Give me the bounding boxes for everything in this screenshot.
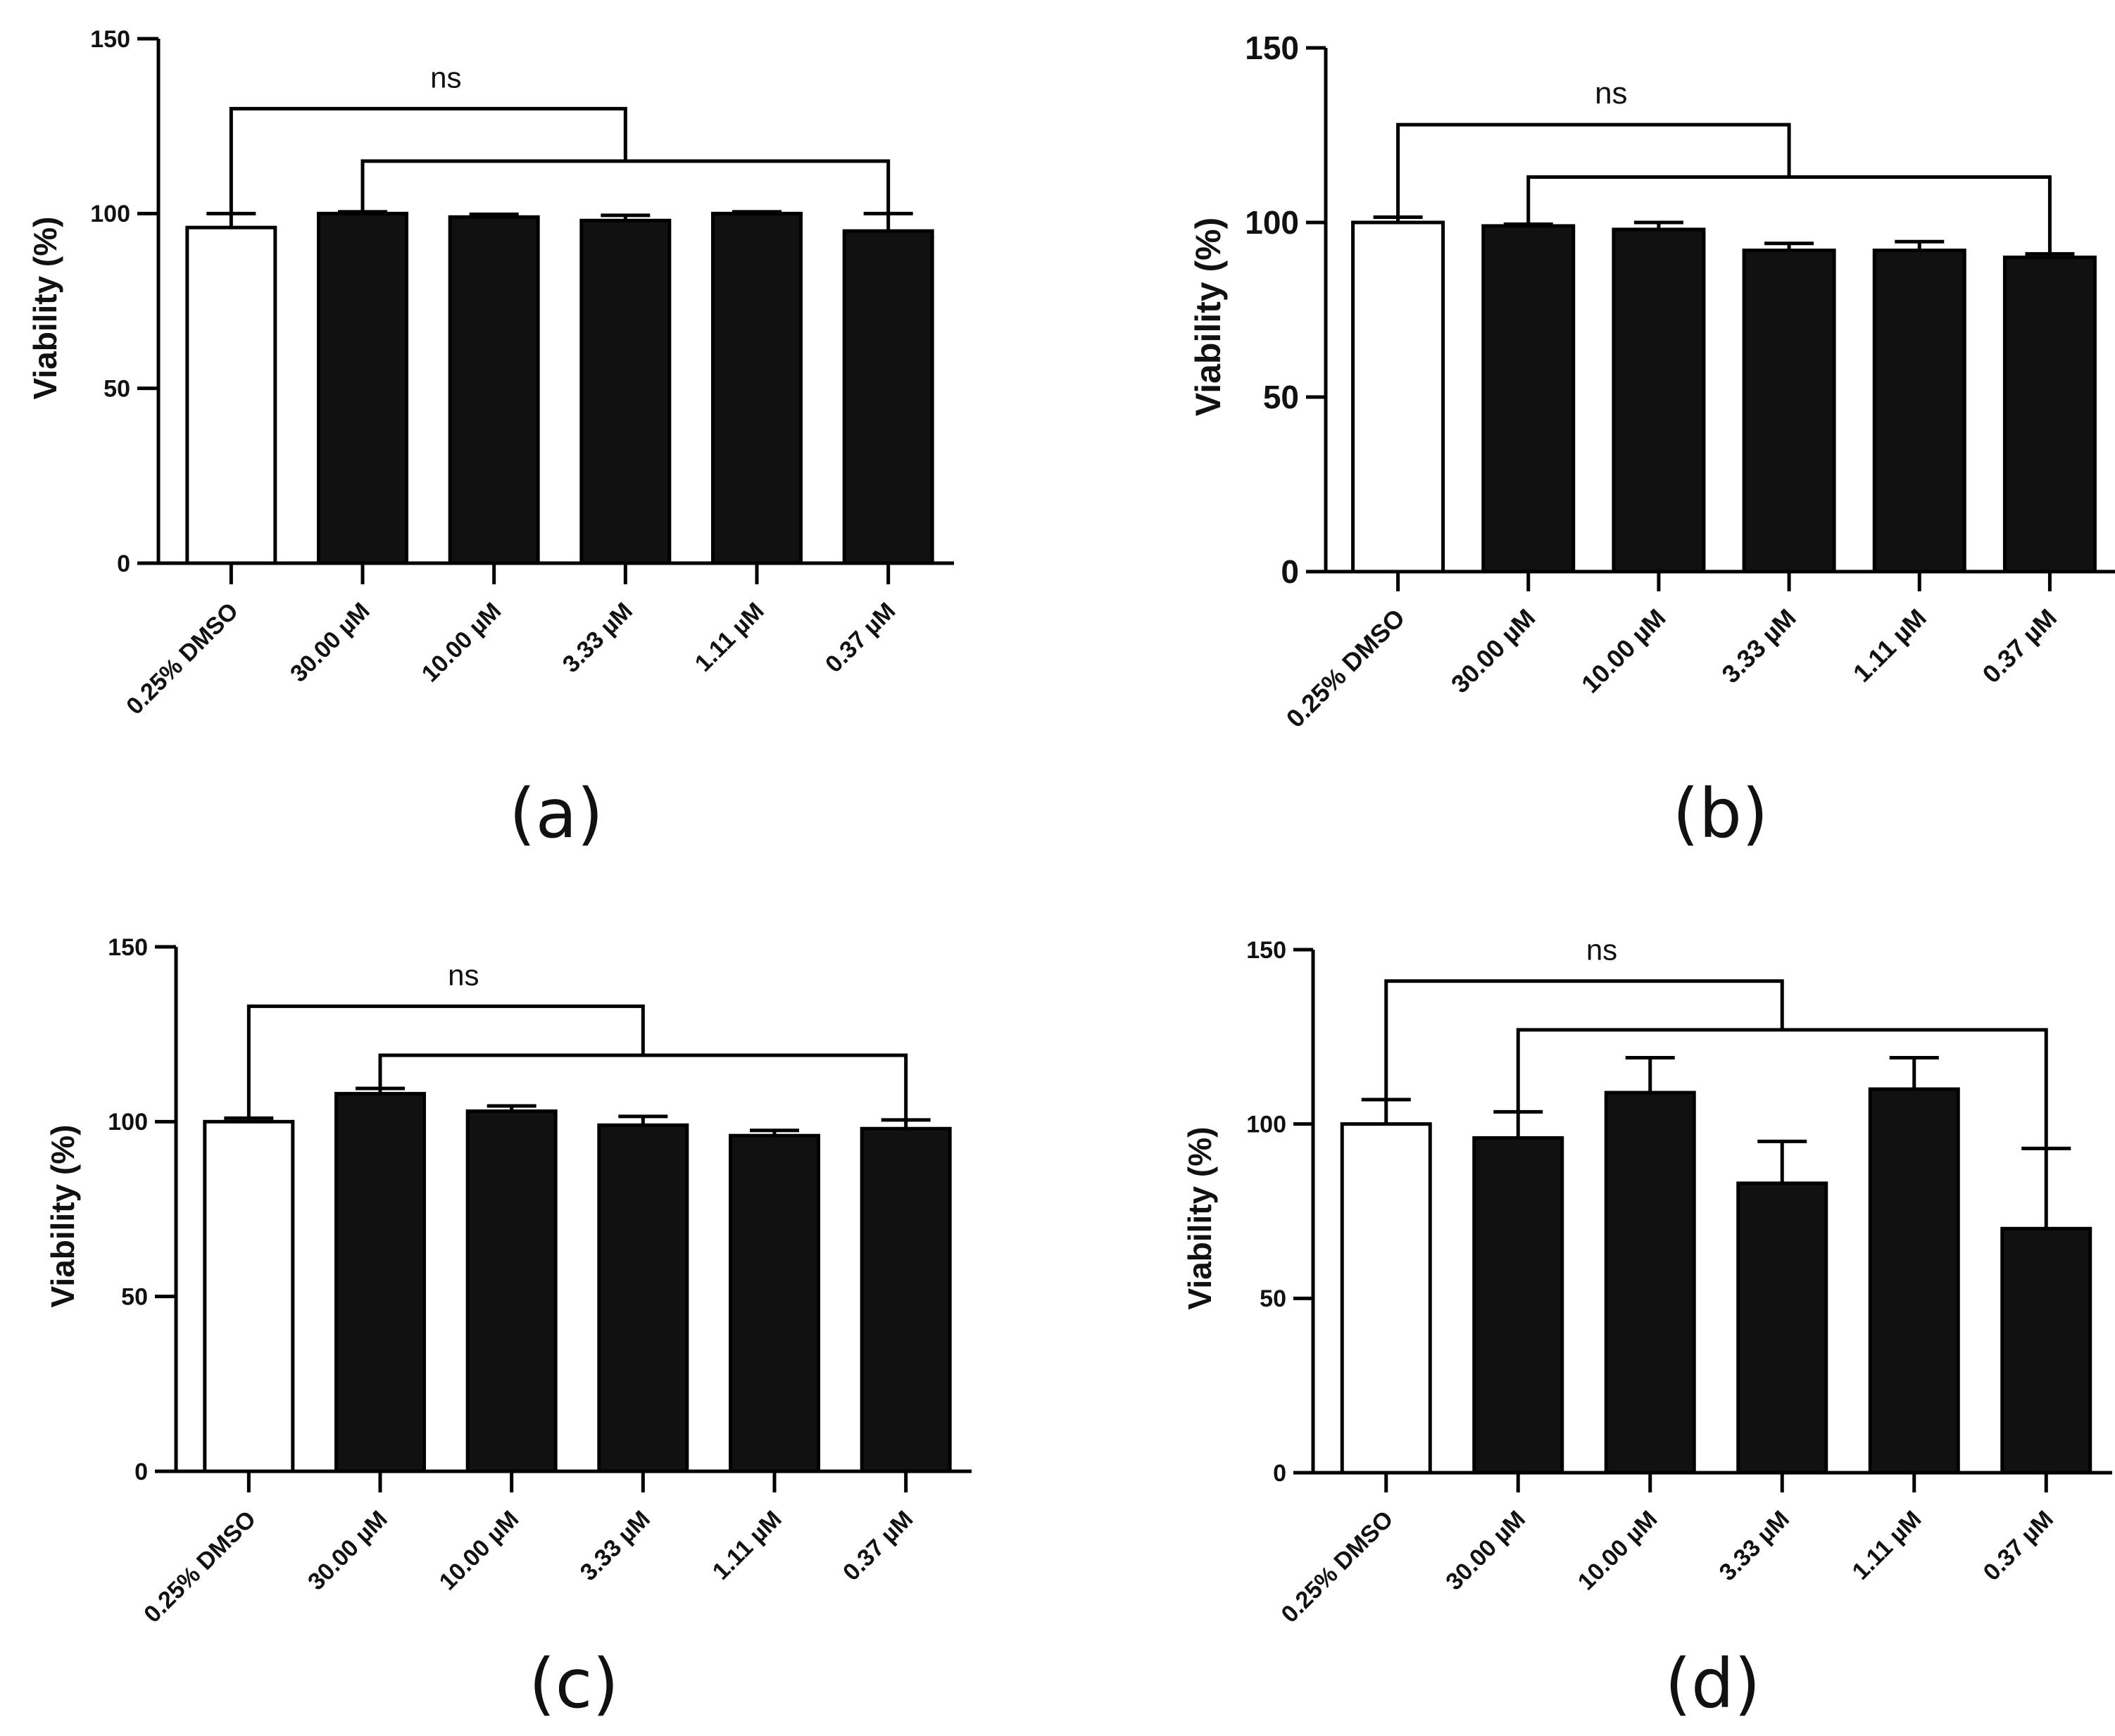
chart-panel-c: 0 50 100 150 Viability (%) 0.25% DMSO 30.00 µM… [0, 887, 1021, 1736]
significance-bracket-outer [229, 106, 627, 214]
x-tick-label: 10.00 µM [417, 598, 507, 688]
x-tick-label: 1.11 µM [1847, 603, 1932, 688]
panel-label-a: (a) [509, 774, 603, 853]
significance-bracket-outer [1396, 122, 1791, 218]
significance-label: ns [448, 958, 479, 991]
bar [2002, 256, 2097, 574]
significance-label: ns [430, 61, 461, 94]
x-tick-label: 30.00 µM [303, 1506, 393, 1596]
x-tick-label: 10.00 µM [1576, 603, 1671, 699]
bar [1736, 1181, 1828, 1475]
panel-label-d: (d) [1664, 1644, 1761, 1723]
x-tick-label: 3.33 µM [575, 1506, 655, 1586]
bar-chart-b: 0 50 100 150 Viability (%) 0.25% DMSO 30.00 µM… [1188, 30, 2115, 733]
y-tick-label: 0 [134, 1459, 148, 1485]
significance-bracket-inner [1526, 175, 2052, 254]
significance-bracket-inner [1516, 1028, 2048, 1149]
y-tick-label: 50 [121, 1284, 148, 1311]
plot-group: 0 50 100 150 Viability (%) 0.25% DMSO 30.00 µM… [44, 934, 972, 1628]
bar [1351, 220, 1445, 574]
x-tick-label: 0.37 µM [1978, 1506, 2059, 1586]
y-tick-label: 150 [90, 26, 130, 53]
x-tick-label: 30.00 µM [1445, 603, 1541, 699]
bar [597, 1123, 689, 1473]
bar [711, 211, 803, 565]
chart-panel-b: 0 50 100 150 Viability (%) 0.25% DMSO 30.00 µM… [1056, 0, 2115, 866]
plot-group: 0 50 100 150 Viability (%) 0.25% DMSO 30.00 µM… [27, 26, 954, 720]
chart-panel-d: 0 50 100 150 Viability (%) 0.25% DMSO 30.00 µM… [1056, 887, 2115, 1736]
y-tick-label: 150 [108, 934, 148, 961]
bar-chart-c: 0 50 100 150 Viability (%) 0.25% DMSO 30.00 µM… [44, 934, 972, 1628]
significance-bracket-outer [246, 1004, 645, 1119]
bar [2000, 1226, 2092, 1475]
x-tick-label: 10.00 µM [434, 1506, 525, 1596]
significance-label: ns [1595, 76, 1627, 111]
y-tick-label: 50 [1260, 1285, 1286, 1312]
y-tick-label: 150 [1245, 30, 1299, 66]
y-tick-label: 100 [1245, 204, 1299, 241]
bar [1868, 1087, 1960, 1475]
bar [860, 1126, 952, 1473]
bar [1472, 1136, 1564, 1475]
x-tick-label: 0.25% DMSO [139, 1506, 261, 1628]
plot-group: 0 50 100 150 Viability (%) 0.25% DMSO 30.00 µM… [1188, 30, 2115, 733]
x-tick-label: 0.37 µM [838, 1506, 918, 1586]
y-tick-label: 150 [1246, 937, 1286, 964]
y-tick-label: 0 [1281, 553, 1299, 590]
x-tick-label: 10.00 µM [1573, 1506, 1663, 1596]
x-tick-label: 1.11 µM [1847, 1506, 1927, 1585]
y-axis-label: Viability (%) [27, 217, 63, 400]
x-tick-label: 30.00 µM [285, 598, 375, 688]
bar [185, 225, 277, 565]
y-tick-label: 50 [103, 376, 130, 403]
significance-label: ns [1586, 933, 1617, 967]
bar [1340, 1122, 1432, 1475]
bar [465, 1109, 558, 1473]
x-tick-label: 0.25% DMSO [121, 598, 244, 720]
x-tick-label: 3.33 µM [558, 598, 638, 678]
x-tick-label: 1.11 µM [708, 1506, 787, 1585]
bar [448, 215, 540, 565]
bar [1742, 249, 1836, 574]
significance-bracket-outer [1384, 979, 1784, 1100]
y-tick-label: 0 [1273, 1460, 1286, 1487]
bar [317, 211, 408, 565]
bar [1612, 227, 1706, 574]
bar [334, 1092, 426, 1473]
y-tick-label: 0 [117, 551, 130, 577]
x-tick-label: 0.25% DMSO [1281, 603, 1411, 734]
plot-group: 0 50 100 150 Viability (%) 0.25% DMSO 30.00 µM… [1181, 933, 2112, 1628]
x-tick-label: 3.33 µM [1716, 603, 1801, 688]
bar [1604, 1090, 1696, 1475]
y-axis-label: Viability (%) [1188, 218, 1228, 416]
x-tick-label: 0.37 µM [1977, 603, 2062, 688]
y-axis-label: Viability (%) [1181, 1127, 1218, 1310]
y-tick-label: 100 [90, 201, 130, 227]
x-tick-label: 1.11 µM [690, 598, 770, 677]
x-tick-label: 30.00 µM [1441, 1506, 1531, 1596]
panel-label-c: (c) [529, 1644, 619, 1723]
bar [842, 229, 934, 565]
y-axis-label: Viability (%) [44, 1125, 81, 1308]
bar [203, 1119, 295, 1473]
y-tick-label: 100 [1246, 1112, 1286, 1138]
x-tick-label: 0.25% DMSO [1276, 1506, 1399, 1628]
bar [1872, 249, 1966, 574]
significance-bracket-inner [360, 159, 891, 214]
x-tick-label: 0.37 µM [820, 598, 900, 678]
y-tick-label: 100 [108, 1109, 148, 1136]
bar [579, 218, 672, 565]
bar [1481, 224, 1576, 574]
panel-label-b: (b) [1672, 774, 1769, 853]
x-tick-label: 3.33 µM [1714, 1506, 1795, 1586]
chart-panel-a: 0 50 100 150 Viability (%) 0.25% DMSO 30.00 µM… [0, 0, 1021, 866]
bar [729, 1133, 820, 1473]
significance-bracket-inner [378, 1053, 908, 1120]
bar-chart-d: 0 50 100 150 Viability (%) 0.25% DMSO 30.00 µM… [1181, 933, 2112, 1628]
bar-chart-a: 0 50 100 150 Viability (%) 0.25% DMSO 30.00 µM… [27, 26, 954, 720]
y-tick-label: 50 [1263, 379, 1299, 415]
